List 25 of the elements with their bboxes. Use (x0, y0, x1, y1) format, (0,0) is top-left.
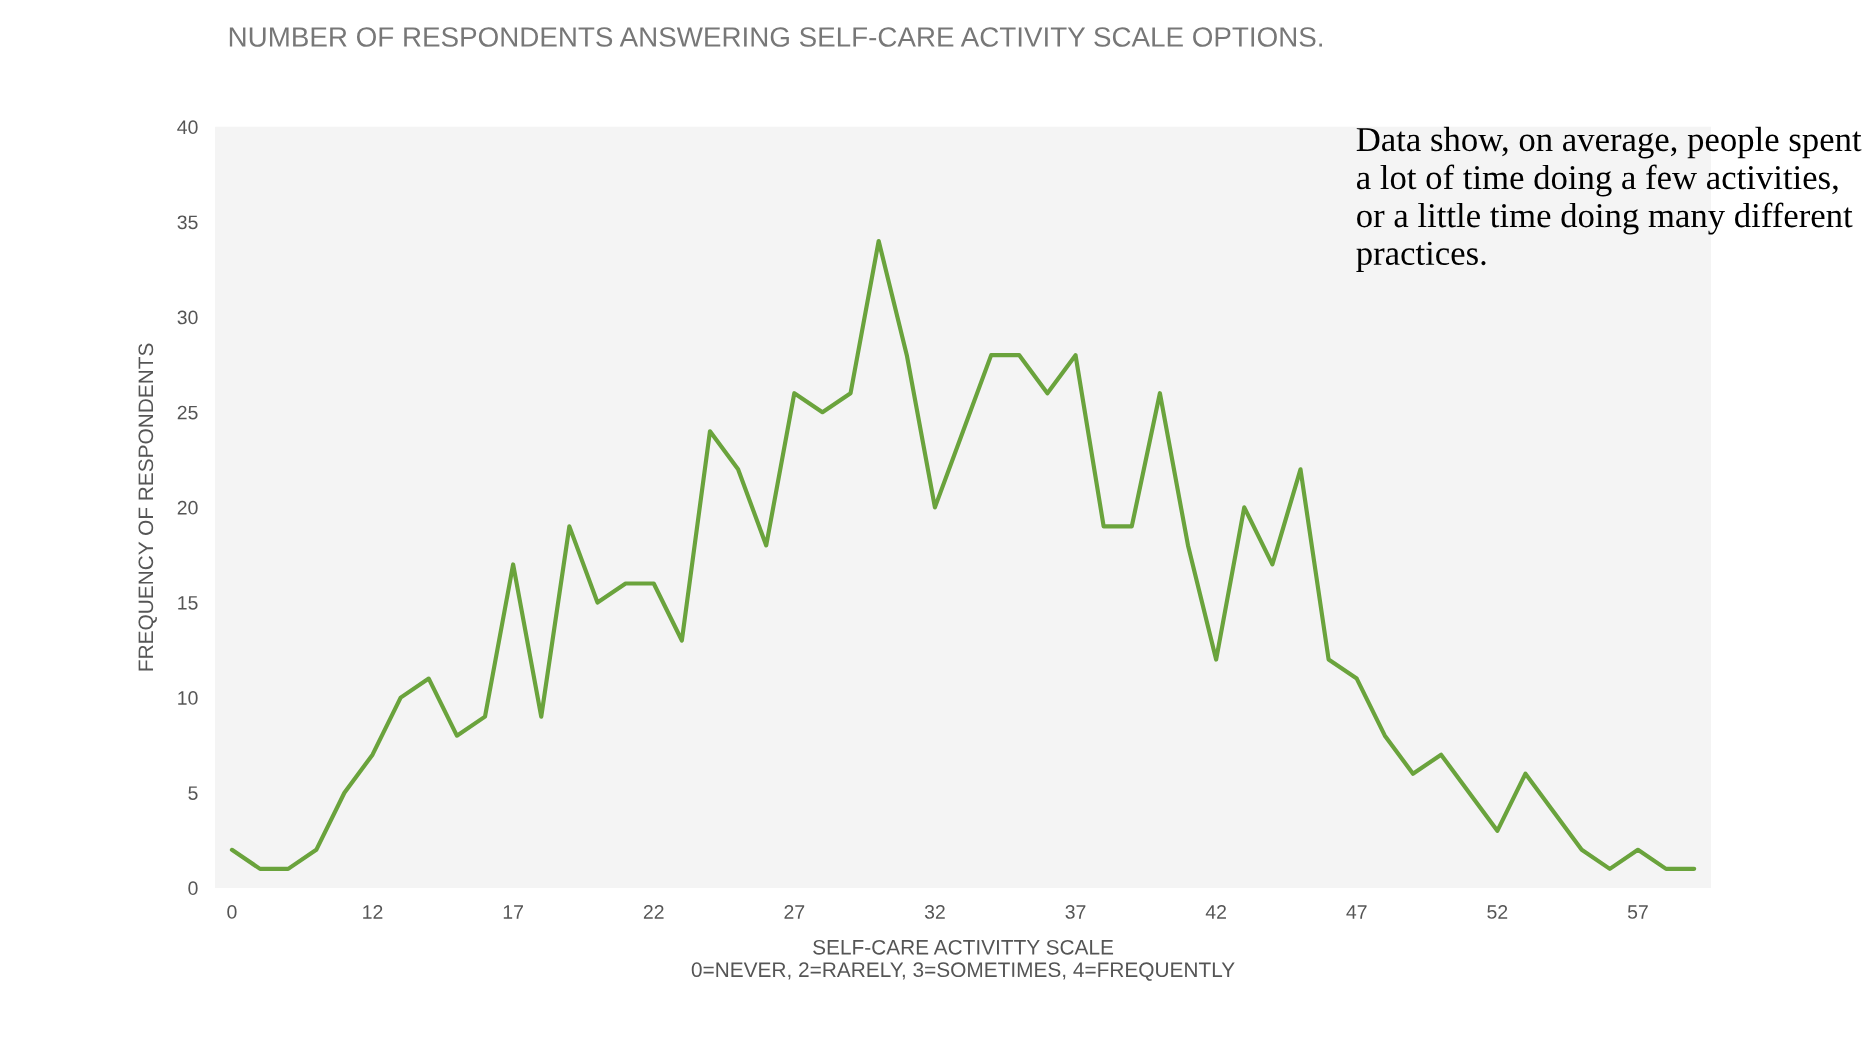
x-tick-label: 47 (1346, 905, 1367, 919)
x-tick-label: 52 (1487, 905, 1508, 919)
x-tick-label: 12 (363, 905, 383, 919)
y-tick-label: 30 (177, 310, 198, 325)
y-tick-label: 35 (177, 215, 198, 230)
y-tick-label: 40 (177, 120, 198, 135)
x-tick-label: 22 (643, 905, 664, 919)
x-tick-label: 17 (503, 905, 523, 919)
x-tick-label: 0 (227, 905, 237, 919)
x-tick-label: 42 (1205, 905, 1226, 919)
x-tick-label: 37 (1065, 905, 1086, 919)
x-axis-title: SELF-CARE ACTIVITTY SCALE 0=NEVER, 2=RARELY, 3=SOMETIMES, 4=FREQUENTLY (691, 939, 1235, 981)
x-tick-label: 32 (924, 905, 945, 919)
x-tick-label: 57 (1627, 905, 1648, 919)
y-tick-label: 20 (177, 500, 198, 515)
y-axis-title: FREQUENCY OF RESPONDENTS (138, 343, 157, 671)
y-tick-label: 5 (188, 786, 198, 800)
x-tick-label: 27 (784, 905, 805, 919)
y-tick-label: 15 (178, 596, 198, 610)
line-series (229, 238, 1697, 871)
chart-title: NUMBER OF RESPONDENTS ANSWERING SELF-CARE ACTIVITY SCALE OPTIONS. (229, 27, 1322, 47)
annotation: Data show, on average, people spent a lot of time doing a few activities, or a little time doing many different practices. (1356, 126, 1862, 273)
y-tick-label: 25 (177, 405, 198, 420)
y-tick-label: 10 (178, 691, 198, 705)
y-tick-label: 0 (188, 881, 198, 896)
